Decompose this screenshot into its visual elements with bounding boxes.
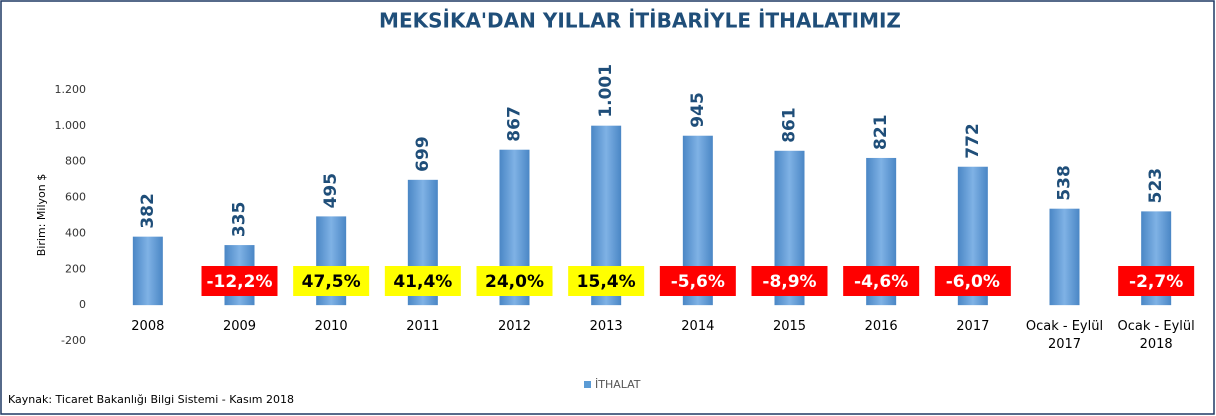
source: Kaynak: Ticaret Bakanlığı Bilgi Sistemi … bbox=[8, 393, 294, 406]
y-axis-label: Birim: Milyon $ bbox=[35, 174, 48, 256]
change-label: -5,6% bbox=[671, 272, 725, 292]
y-tick-label: 0 bbox=[79, 298, 86, 311]
y-tick-label: 200 bbox=[65, 262, 86, 275]
change-label: -12,2% bbox=[206, 272, 272, 292]
change-label: 41,4% bbox=[393, 272, 452, 292]
value-label: 945 bbox=[688, 92, 708, 128]
legend-label: İTHALAT bbox=[595, 378, 641, 391]
change-label: -4,6% bbox=[854, 272, 908, 292]
x-tick-label: 2017 bbox=[956, 319, 990, 334]
bar bbox=[132, 236, 163, 306]
change-box bbox=[843, 266, 920, 296]
x-tick-label: 2011 bbox=[406, 319, 440, 334]
x-tick-label: 2009 bbox=[222, 319, 257, 334]
value-label: 821 bbox=[871, 114, 891, 150]
value-label: 1.001 bbox=[596, 64, 616, 118]
change-box bbox=[293, 266, 370, 296]
value-label: 867 bbox=[505, 106, 525, 142]
x-tick-label: 2013 bbox=[589, 319, 623, 334]
x-tick-label: 2012 bbox=[497, 319, 532, 334]
change-box bbox=[934, 266, 1011, 296]
x-tick-label: 2010 bbox=[314, 319, 348, 334]
change-box bbox=[751, 266, 828, 296]
y-tick-label: 600 bbox=[65, 191, 86, 204]
x-tick-label: 2014 bbox=[681, 319, 715, 334]
value-label: 382 bbox=[138, 193, 158, 229]
change-box bbox=[384, 266, 461, 296]
x-tick-label: Ocak - Eylül 2017 bbox=[1025, 319, 1104, 352]
y-tick-label: 1.200 bbox=[55, 83, 87, 96]
y-tick-label: -200 bbox=[61, 334, 86, 347]
value-label: 538 bbox=[1055, 165, 1075, 201]
value-label: 335 bbox=[230, 202, 250, 238]
y-tick-label: 800 bbox=[65, 155, 86, 168]
value-label: 861 bbox=[780, 107, 800, 143]
change-label: -2,7% bbox=[1129, 272, 1183, 292]
change-box bbox=[1118, 266, 1195, 296]
change-label: 24,0% bbox=[485, 272, 544, 292]
value-label: 523 bbox=[1146, 168, 1166, 204]
change-box bbox=[568, 266, 645, 296]
x-tick-label: 2015 bbox=[772, 319, 807, 334]
x-tick-label: 2016 bbox=[864, 319, 898, 334]
value-label: 772 bbox=[963, 123, 983, 159]
x-tick-label: Ocak - Eylül 2018 bbox=[1117, 319, 1195, 352]
y-tick-label: 1.000 bbox=[55, 119, 87, 132]
change-label: -8,9% bbox=[762, 272, 816, 292]
change-box bbox=[659, 266, 736, 296]
legend-swatch bbox=[584, 381, 591, 388]
change-label: 47,5% bbox=[302, 272, 361, 292]
change-label: 15,4% bbox=[577, 272, 636, 292]
change-box bbox=[476, 266, 553, 296]
change-box bbox=[201, 266, 278, 296]
bar bbox=[1049, 208, 1080, 306]
change-label: -6,0% bbox=[946, 272, 1000, 292]
value-label: 495 bbox=[321, 173, 341, 209]
chart-title: MEKSİKA'DAN YILLAR İTİBARİYLE İTHALATIMI… bbox=[379, 9, 901, 33]
y-tick-label: 400 bbox=[65, 226, 86, 239]
value-label: 699 bbox=[413, 136, 433, 172]
x-tick-label: 2008 bbox=[131, 319, 165, 334]
